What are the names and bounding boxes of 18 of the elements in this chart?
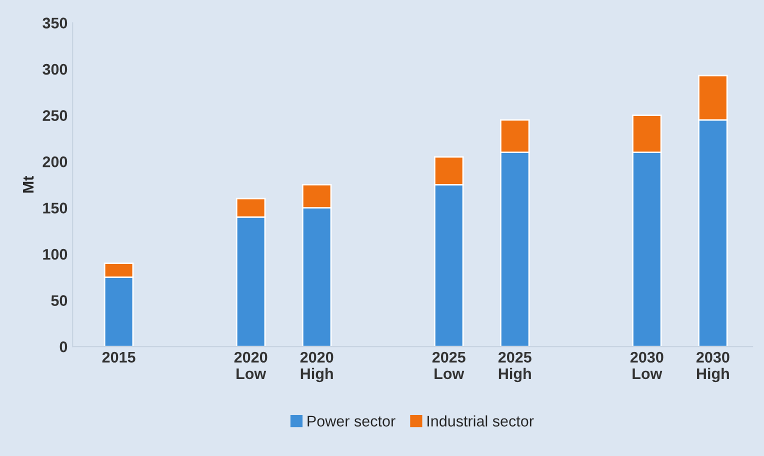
- x-tick-label: 2015: [102, 352, 136, 363]
- x-tick-label: 2025 High: [498, 352, 532, 382]
- y-tick-label: 50: [51, 295, 68, 306]
- y-axis-title: Mt: [22, 176, 34, 193]
- y-tick-label: 0: [60, 341, 68, 352]
- x-tick-label: 2025 Low: [432, 352, 466, 380]
- legend-label: Power sector: [308, 416, 396, 427]
- x-tick-label: 2020 Low: [234, 352, 268, 380]
- y-tick-label: 200: [42, 156, 68, 168]
- x-tick-label: 2020 High: [300, 352, 334, 382]
- x-tick-label: 2030 High: [696, 352, 730, 382]
- y-tick-label: 150: [43, 202, 68, 214]
- y-tick-label: 250: [42, 110, 68, 121]
- y-tick-label: 350: [42, 18, 68, 29]
- y-tick-label: 300: [42, 64, 68, 75]
- legend-label: Industrial sector: [428, 415, 534, 427]
- x-tick-label: 2030 Low: [630, 352, 664, 380]
- y-tick-label: 100: [43, 248, 68, 260]
